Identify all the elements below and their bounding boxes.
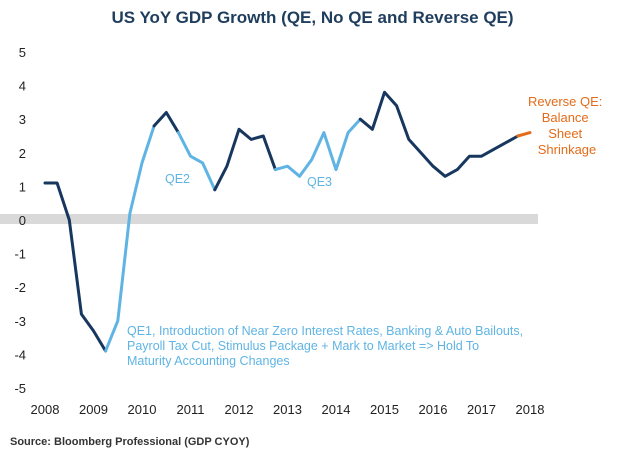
y-tick-label: 0 [19, 213, 26, 228]
zero-band [0, 214, 538, 224]
x-tick-label: 2018 [516, 402, 545, 417]
x-axis-ticks: 2008 2009 2010 2011 2012 2013 2014 2015 2016 2017… [31, 402, 545, 417]
reverse-qe-annotation: Reverse QE: Balance Sheet Shrinkage [528, 94, 606, 157]
qe1-annotation-line: Payroll Tax Cut, Stimulus Package + Mark… [127, 339, 479, 353]
x-tick-label: 2015 [370, 402, 399, 417]
x-tick-label: 2013 [273, 402, 302, 417]
qe1-annotation-line: Maturity Accounting Changes [127, 354, 290, 368]
series-segment-no-qe [43, 181, 108, 353]
y-axis-ticks: 5 4 3 2 1 0 -1 -2 -3 -4 -5 [14, 45, 26, 396]
y-tick-label: -5 [14, 381, 26, 396]
y-tick-label: 3 [19, 112, 26, 127]
reverse-qe-annotation-line: Shrinkage [538, 142, 597, 157]
x-tick-label: 2010 [128, 402, 157, 417]
series-segment-no-qe [152, 111, 180, 135]
x-tick-label: 2009 [79, 402, 108, 417]
chart-source: Source: Bloomberg Professional (GDP CYOY… [10, 436, 250, 448]
x-tick-label: 2011 [177, 402, 205, 417]
x-tick-label: 2014 [322, 402, 351, 417]
reverse-qe-annotation-line: Sheet [548, 126, 582, 141]
qe3-annotation: QE3 [307, 175, 332, 189]
series-segment-qe [273, 117, 362, 178]
y-tick-label: -4 [14, 347, 26, 362]
series-segment-qe [176, 131, 217, 192]
x-tick-label: 2008 [31, 402, 60, 417]
reverse-qe-annotation-line: Balance [542, 110, 589, 125]
y-tick-label: 4 [19, 79, 26, 94]
reverse-qe-annotation-line: Reverse QE: [528, 94, 602, 109]
qe2-annotation: QE2 [165, 172, 190, 186]
series-segment-reverse-qe [516, 131, 532, 138]
x-tick-label: 2012 [225, 402, 254, 417]
y-tick-label: -3 [14, 314, 26, 329]
y-tick-label: 1 [19, 179, 26, 194]
chart-title: US YoY GDP Growth (QE, No QE and Reverse… [111, 8, 514, 27]
x-tick-label: 2016 [419, 402, 448, 417]
qe1-annotation-line: QE1, Introduction of Near Zero Interest … [127, 324, 523, 338]
gdp-series [43, 90, 532, 353]
qe1-annotation: QE1, Introduction of Near Zero Interest … [127, 324, 527, 368]
y-tick-label: -1 [14, 247, 26, 262]
y-tick-label: 2 [19, 146, 26, 161]
series-segment-no-qe [358, 90, 520, 178]
series-segment-no-qe [213, 127, 277, 192]
series-segment-qe [104, 124, 156, 353]
y-tick-label: -2 [14, 280, 26, 295]
x-tick-label: 2017 [467, 402, 496, 417]
y-tick-label: 5 [19, 45, 26, 60]
